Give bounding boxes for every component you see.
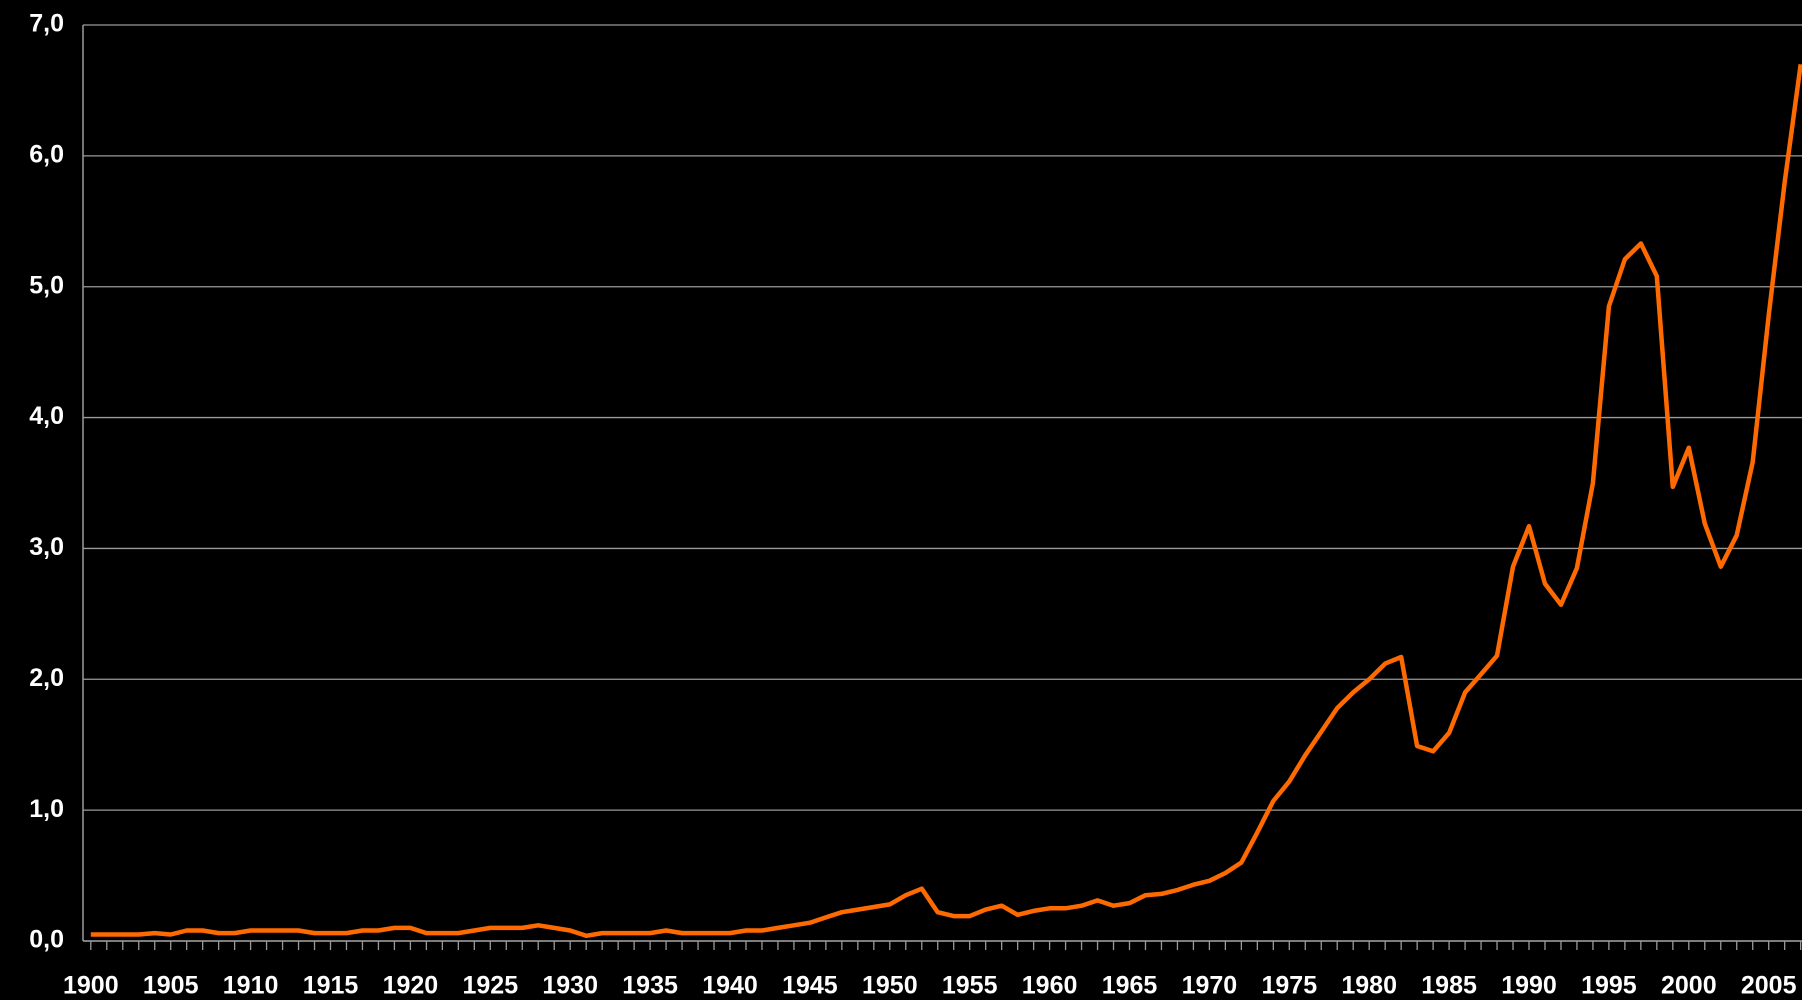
x-tick-label: 1985 [1421, 972, 1477, 1000]
x-tick-label: 1940 [702, 972, 758, 1000]
x-tick-label: 1960 [1022, 972, 1078, 1000]
y-tick-label: 1,0 [29, 795, 64, 823]
x-tick-label: 1950 [862, 972, 918, 1000]
x-tick-label: 1955 [942, 972, 998, 1000]
y-tick-label: 3,0 [29, 533, 64, 561]
x-tick-label: 1900 [63, 972, 119, 1000]
y-tick-label: 0,0 [29, 926, 64, 954]
x-tick-label: 2000 [1661, 972, 1717, 1000]
data-line [90, 63, 1802, 939]
x-tick-label: 1935 [622, 972, 678, 1000]
x-tick-label: 1975 [1261, 972, 1317, 1000]
x-tick-label: 1905 [143, 972, 199, 1000]
x-tick-label: 1910 [223, 972, 279, 1000]
y-tick-label: 6,0 [29, 140, 64, 168]
x-tick-label: 1980 [1341, 972, 1397, 1000]
x-tick-label: 1915 [303, 972, 359, 1000]
y-tick-label: 2,0 [29, 664, 64, 692]
y-tick-label: 4,0 [29, 402, 64, 430]
x-tick-label: 1945 [782, 972, 838, 1000]
y-tick-label: 5,0 [29, 271, 64, 299]
x-tick-label: 1920 [383, 972, 439, 1000]
y-tick-label: 7,0 [29, 10, 64, 38]
x-tick-label: 1995 [1581, 972, 1637, 1000]
x-tick-label: 1965 [1102, 972, 1158, 1000]
x-tick-label: 1970 [1182, 972, 1238, 1000]
x-tick-label: 1930 [542, 972, 598, 1000]
x-tick-label: 2005 [1741, 972, 1797, 1000]
x-tick-label: 1925 [462, 972, 518, 1000]
x-tick-label: 1990 [1501, 972, 1557, 1000]
